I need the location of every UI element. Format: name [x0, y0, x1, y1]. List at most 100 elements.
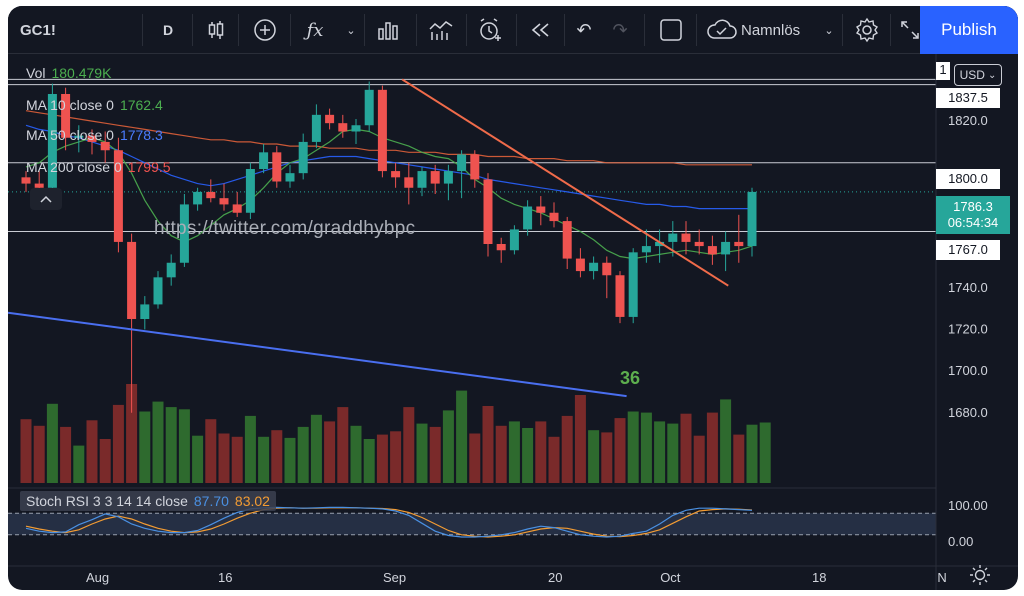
legend-value: 1799.5: [127, 159, 171, 175]
candle-body: [311, 114, 321, 142]
alarm-icon[interactable]: [476, 6, 504, 54]
cloud-icon[interactable]: [706, 6, 738, 54]
volume-bar: [456, 390, 468, 483]
chevron-down-icon: ⌄: [987, 69, 997, 81]
gear-icon[interactable]: [853, 6, 881, 54]
fx-icon[interactable]: ƒx: [306, 19, 324, 41]
candle-body: [457, 154, 467, 172]
publish-button[interactable]: Publish: [920, 6, 1018, 54]
candle-body: [113, 150, 123, 242]
interval-button[interactable]: D: [162, 22, 174, 38]
candle-body: [325, 114, 335, 124]
volume-bar: [192, 435, 204, 483]
watermark-text: https://twitter.com/graddhybpc: [154, 218, 416, 239]
candle-body: [232, 204, 242, 213]
time-tick-label: 16: [218, 570, 232, 585]
candle-body: [166, 262, 176, 278]
candle-body: [140, 304, 150, 319]
toolbar-divider: [416, 14, 417, 46]
collapse-legend-button[interactable]: [30, 188, 62, 210]
candles-icon[interactable]: [204, 6, 228, 54]
price-tick-label: 1820.0: [948, 113, 988, 128]
price-chart[interactable]: 1820.01760.01740.01720.01700.01680.0100.…: [8, 54, 1018, 590]
legend-stoch-rsi[interactable]: Stoch RSI 3 3 14 14 close 87.70 83.02: [20, 491, 276, 511]
candle-body: [193, 191, 203, 205]
legend-ma200[interactable]: MA 200 close 0 1799.5: [26, 159, 171, 175]
bar-countdown: 06:54:34: [947, 215, 999, 230]
price-tag-level[interactable]: 1837.5: [936, 88, 1000, 108]
layout-name-button[interactable]: Namnlös: [741, 21, 801, 39]
volume-bar: [627, 411, 639, 483]
volume-bar: [601, 432, 613, 483]
currency-button[interactable]: USD ⌄: [954, 64, 1002, 86]
legend-ma50[interactable]: MA 50 close 0 1778.3: [26, 127, 163, 143]
candle-body: [430, 171, 440, 184]
candle-body: [707, 246, 717, 255]
chevron-down-icon[interactable]: ⌄: [346, 24, 356, 37]
price-tag-level[interactable]: 1767.0: [936, 240, 1000, 260]
add-indicator-icon[interactable]: [252, 6, 278, 54]
toolbar-divider: [238, 14, 239, 46]
symbol-search-button[interactable]: GC1!: [20, 21, 56, 39]
volume-bar: [403, 407, 415, 483]
candle-body: [206, 191, 216, 199]
volume-bar: [680, 413, 692, 483]
sun-icon[interactable]: [969, 564, 991, 586]
time-tick-label: Sep: [383, 570, 406, 585]
toolbar-divider: [466, 14, 467, 46]
candle-body: [351, 125, 361, 132]
volume-bar: [139, 411, 151, 483]
volume-bar: [390, 431, 402, 483]
candle-body: [21, 177, 31, 184]
bars-icon[interactable]: [376, 6, 402, 54]
stoch-d-line: [25, 507, 753, 538]
candle-body: [285, 173, 295, 182]
candle-body: [694, 241, 704, 247]
volume-bars: [20, 384, 771, 483]
candle-body: [470, 154, 480, 180]
legend-label: MA 200 close 0: [26, 159, 122, 175]
volume-bar: [231, 436, 243, 483]
candle-body: [575, 258, 585, 272]
toolbar-divider: [644, 14, 645, 46]
time-tick-label: 18: [812, 570, 826, 585]
trendline-red: [401, 78, 729, 287]
undo-icon[interactable]: ↶: [576, 19, 592, 40]
volume-bar: [535, 421, 547, 483]
candle-body: [589, 262, 599, 272]
volume-bar: [667, 423, 679, 483]
tradingview-window: GC1! D ƒx ⌄ ↶ ↷: [8, 6, 1018, 590]
replay-icon[interactable]: [528, 6, 554, 54]
layout-icon[interactable]: [658, 6, 684, 54]
fullscreen-icon[interactable]: [898, 6, 922, 54]
compare-icon[interactable]: [428, 6, 454, 54]
candle-body: [377, 89, 387, 172]
candle-body: [259, 152, 269, 169]
candle-body: [549, 212, 559, 222]
toolbar-divider: [290, 14, 291, 46]
candle-body: [391, 171, 401, 178]
legend-volume[interactable]: Vol 180.479K: [26, 65, 111, 81]
candle-body: [509, 229, 519, 251]
price-tag-level[interactable]: 1800.0: [936, 169, 1000, 189]
candle-body: [87, 135, 97, 142]
volume-bar: [442, 410, 454, 483]
candle-body: [298, 141, 308, 174]
time-tick-label: Aug: [86, 570, 109, 585]
stoch-tick-label: 0.00: [948, 534, 973, 549]
candle-body: [747, 191, 757, 247]
legend-value: 83.02: [234, 493, 270, 509]
last-price-tag: 1786.3 06:54:34: [936, 196, 1010, 234]
candle-body: [219, 198, 229, 205]
volume-bar: [152, 401, 164, 483]
redo-icon[interactable]: ↷: [612, 19, 628, 40]
ma50-line: [25, 124, 752, 210]
volume-bar: [99, 439, 111, 483]
chevron-down-icon[interactable]: ⌄: [824, 24, 834, 37]
time-tick-label: N: [937, 570, 946, 585]
legend-ma10[interactable]: MA 10 close 0 1762.4: [26, 97, 163, 113]
candle-body: [734, 241, 744, 247]
volume-bar: [284, 437, 296, 483]
price-tick-label: 1720.0: [948, 321, 988, 336]
candle-body: [615, 275, 625, 317]
